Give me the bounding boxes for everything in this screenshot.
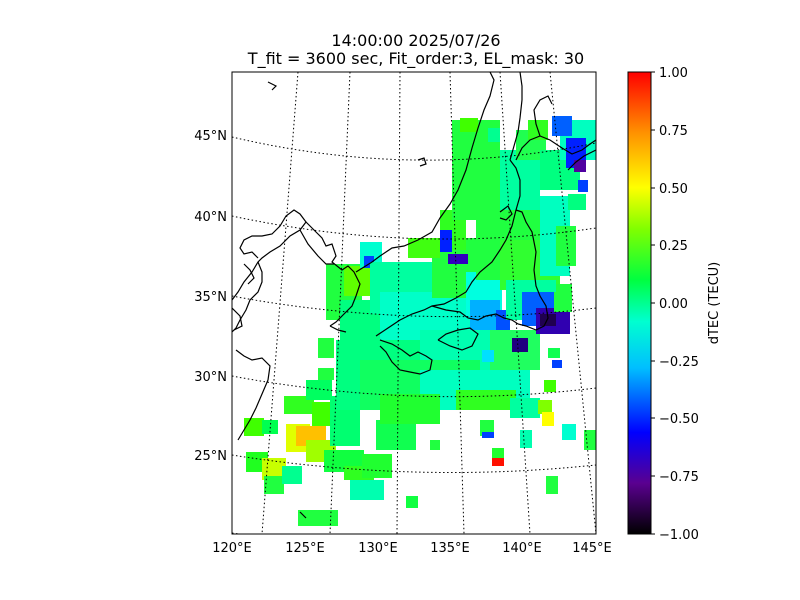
cb-tick-075: 0.75 xyxy=(659,124,688,139)
cb-tick-0: 0.00 xyxy=(659,297,688,312)
cb-tick-050: 0.50 xyxy=(659,182,688,197)
lat-label-30: 30°N xyxy=(194,370,227,385)
lat-label-25: 25°N xyxy=(194,449,227,464)
cb-tick-m075: −0.75 xyxy=(659,470,699,485)
cb-tick-m050: −0.50 xyxy=(659,412,699,427)
map-title-params: T_fit = 3600 sec, Fit_order:3, EL_mask: … xyxy=(247,49,585,68)
lat-label-35: 35°N xyxy=(194,290,227,305)
map-area xyxy=(232,72,596,534)
lon-label-140: 140°E xyxy=(502,541,542,556)
cb-tick-1: 1.00 xyxy=(659,66,688,81)
lon-label-125: 125°E xyxy=(285,541,325,556)
coastlines xyxy=(232,72,596,519)
cb-tick-m1: −1.00 xyxy=(659,528,699,543)
map-title-time: 14:00:00 2025/07/26 xyxy=(331,31,501,50)
colorbar-ticks xyxy=(651,71,655,535)
dtec-patches xyxy=(244,116,596,526)
lon-label-130: 130°E xyxy=(358,541,398,556)
lon-label-135: 135°E xyxy=(430,541,470,556)
lat-label-45: 45°N xyxy=(194,129,227,144)
graticule xyxy=(232,72,596,534)
cb-tick-m025: −0.25 xyxy=(659,355,699,370)
lat-label-40: 40°N xyxy=(194,210,227,225)
colorbar xyxy=(627,71,652,535)
colorbar-label: dTEC (TECU) xyxy=(707,262,722,345)
map-frame xyxy=(231,71,597,535)
lon-label-145: 145°E xyxy=(572,541,612,556)
lon-label-120: 120°E xyxy=(212,541,252,556)
cb-tick-025: 0.25 xyxy=(659,239,688,254)
